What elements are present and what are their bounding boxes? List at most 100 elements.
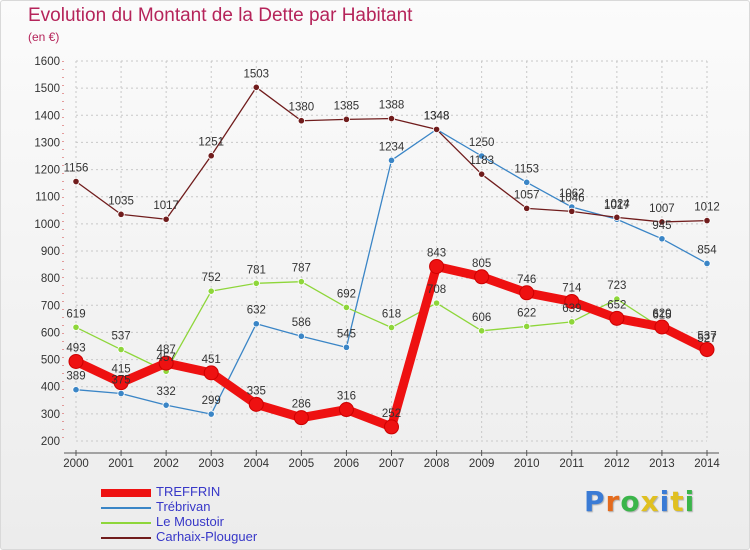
legend-swatch [101,507,151,509]
data-label: 537 [111,331,130,343]
data-point [432,125,441,133]
data-point [297,332,305,340]
data-label: 1024 [604,198,630,210]
data-label: 1046 [559,192,585,204]
x-tick-label: 2013 [649,458,675,470]
data-point [342,115,351,123]
y-tick-label: 1000 [34,219,60,231]
data-label: 787 [292,263,311,275]
legend-item: Le Moustoir [101,514,361,530]
data-label: 1348 [424,110,450,122]
data-label: 620 [652,308,671,320]
data-label: 527 [697,333,716,345]
data-point [703,259,711,268]
data-point [384,419,399,435]
x-tick-label: 2003 [198,458,224,470]
data-point [699,342,715,358]
data-label: 945 [652,220,671,232]
data-point [478,170,486,178]
y-tick-label: 1500 [34,83,60,95]
data-point [113,375,129,391]
data-label: 618 [382,309,401,321]
data-point [252,320,260,328]
y-tick-label: 700 [41,300,60,312]
data-point [568,207,576,215]
data-label: 619 [66,308,85,320]
data-label: 1348 [424,110,450,122]
y-tick-label: 300 [41,409,60,421]
data-label: 1153 [514,163,539,175]
data-label: 708 [427,284,446,296]
data-label: 487 [157,344,176,356]
data-label: 1035 [108,195,134,207]
x-tick-label: 2008 [424,458,450,470]
legend-label: Le Moustoir [156,514,224,529]
data-label: 1062 [559,188,585,200]
legend-label: Carhaix-Plouguer [156,529,258,544]
data-point [207,152,215,160]
data-point [338,402,354,418]
x-tick-label: 2009 [469,458,495,470]
data-label: 854 [697,244,717,256]
data-label: 714 [562,282,582,294]
data-point [162,401,170,409]
data-point [523,178,531,186]
data-label: 1017 [604,200,630,212]
chart-unit: (en €) [28,30,60,44]
data-label: 1183 [469,155,494,167]
legend-swatch [101,537,151,539]
data-label: 1012 [694,202,720,214]
data-point [523,322,531,331]
data-label: 586 [292,317,311,329]
data-label: 1234 [379,141,405,153]
data-label: 1156 [64,163,89,175]
data-label: 1017 [153,200,179,212]
x-tick-label: 2004 [243,458,269,470]
data-point [523,204,531,212]
data-label: 375 [111,375,130,387]
data-label: 746 [517,274,536,286]
x-tick-label: 2007 [379,458,405,470]
data-label: 1250 [469,137,495,149]
x-tick-label: 2010 [514,458,540,470]
data-point [432,299,441,307]
data-point [72,386,80,394]
data-label: 335 [247,385,266,397]
data-point [519,285,535,301]
y-tick-label: 1100 [35,192,60,204]
data-label: 615 [652,309,671,321]
data-label: 252 [382,408,401,420]
data-label: 332 [157,386,176,398]
data-point [297,117,305,125]
data-point [387,323,396,332]
x-tick-label: 2005 [289,458,315,470]
legend-label: Trébrivan [156,499,211,514]
data-point [342,343,351,351]
y-tick-label: 1200 [34,165,60,177]
data-label: 1007 [649,203,675,215]
data-label: 316 [337,391,356,403]
data-label: 692 [337,288,356,300]
data-label: 451 [202,354,221,366]
data-label: 639 [562,303,581,315]
x-tick-label: 2001 [108,458,134,470]
data-point [703,217,711,225]
y-tick-label: 900 [41,246,60,258]
data-label: 805 [472,258,491,270]
data-label: 723 [607,280,626,292]
chart-title: Evolution du Montant de la Dette par Hab… [28,5,413,26]
data-point [342,303,351,312]
data-point [609,310,625,326]
data-label: 652 [607,299,626,311]
data-point [117,345,125,354]
x-tick-label: 2011 [559,458,584,470]
y-tick-label: 200 [41,436,60,448]
data-point [478,152,486,160]
data-point [429,258,445,274]
data-point [564,293,580,309]
data-point [248,396,264,412]
data-point [568,318,576,326]
data-label: 457 [157,352,176,364]
